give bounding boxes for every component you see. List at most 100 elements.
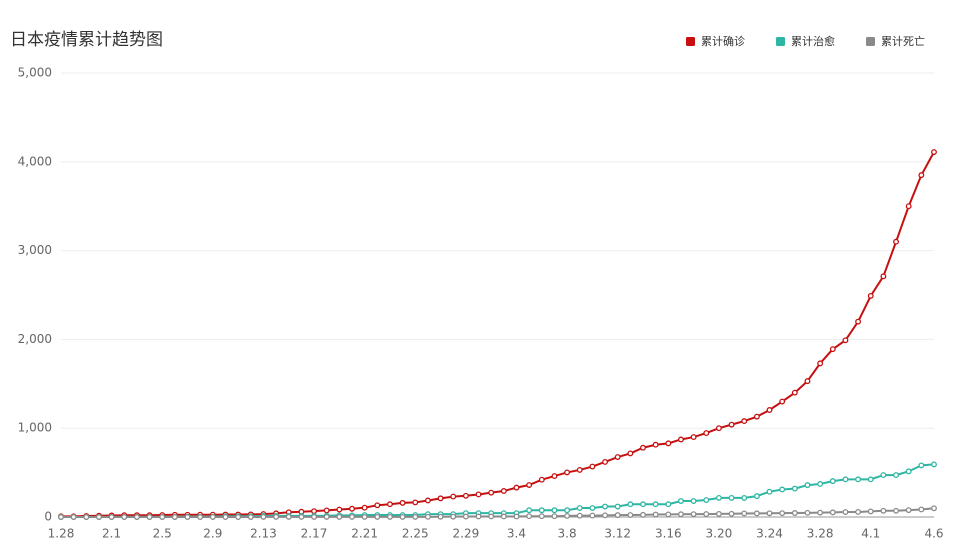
point: [500, 488, 507, 494]
point: [804, 378, 811, 385]
point: [627, 512, 634, 518]
point: [678, 498, 684, 504]
point: [703, 430, 710, 437]
point: [817, 481, 824, 487]
point: [690, 511, 697, 518]
point: [640, 501, 646, 508]
point: [475, 513, 482, 520]
point: [298, 513, 305, 520]
point: [855, 508, 862, 515]
point: [437, 495, 444, 502]
point: [108, 514, 115, 520]
point: [905, 203, 912, 210]
point: [222, 514, 229, 520]
point: [640, 511, 646, 518]
point: [640, 444, 646, 451]
x-tick-label: 3.4: [507, 527, 526, 541]
point: [424, 513, 431, 520]
point: [842, 476, 849, 483]
legend-text: 累计确诊: [701, 34, 745, 48]
legend-swatch: [866, 37, 875, 46]
point: [779, 486, 786, 493]
y-tick-label: 0: [44, 510, 52, 524]
point: [741, 510, 748, 517]
point: [311, 508, 317, 515]
point: [285, 513, 292, 520]
point: [779, 510, 786, 517]
point: [665, 501, 672, 508]
x-tick-label: 3.16: [655, 527, 682, 541]
point: [715, 425, 722, 432]
series-line: [61, 463, 935, 518]
point: [678, 436, 684, 443]
point: [387, 513, 393, 520]
point: [564, 507, 571, 514]
legend-text: 累计死亡: [881, 34, 925, 48]
point: [602, 512, 608, 519]
point: [171, 514, 178, 520]
point: [791, 510, 798, 516]
point: [526, 482, 533, 488]
point: [412, 513, 419, 520]
point: [602, 503, 608, 510]
point: [184, 514, 191, 520]
point: [665, 440, 672, 447]
x-tick-label: 3.20: [706, 527, 733, 541]
point: [564, 512, 571, 519]
point: [336, 513, 343, 520]
point: [551, 473, 558, 480]
point: [931, 149, 937, 155]
point: [867, 476, 874, 483]
point: [753, 510, 760, 517]
point: [855, 318, 862, 325]
x-tick-label: 3.24: [756, 527, 783, 541]
x-tick-label: 3.28: [807, 527, 834, 541]
point: [488, 513, 495, 520]
point: [450, 513, 457, 520]
point: [880, 507, 887, 514]
point: [247, 514, 254, 520]
point: [715, 494, 722, 501]
point: [70, 514, 77, 520]
point: [652, 511, 659, 518]
series-line: [61, 507, 935, 518]
point: [602, 458, 608, 465]
point: [83, 514, 90, 520]
point: [880, 472, 887, 479]
point: [374, 502, 381, 509]
point: [665, 511, 672, 518]
point: [703, 497, 710, 503]
y-tick-label: 5,000: [18, 66, 52, 80]
point: [753, 493, 760, 500]
point: [728, 421, 735, 428]
point: [589, 512, 596, 519]
legend-swatch: [686, 37, 695, 46]
point: [867, 508, 874, 515]
point: [336, 506, 343, 513]
point: [728, 494, 735, 501]
point: [576, 466, 583, 473]
x-tick-label: 4.6: [924, 527, 943, 541]
x-tick-label: 4.1: [861, 527, 880, 541]
point: [387, 501, 393, 508]
point: [817, 509, 824, 516]
point: [728, 510, 735, 517]
point: [538, 507, 545, 514]
point: [741, 418, 748, 425]
point: [159, 514, 166, 520]
point: [576, 512, 583, 519]
point: [627, 450, 634, 457]
point: [791, 485, 798, 492]
point: [450, 493, 457, 500]
x-tick-label: 2.9: [203, 527, 222, 541]
legend-swatch: [776, 37, 785, 46]
point: [829, 346, 836, 353]
point: [931, 461, 937, 468]
point: [564, 469, 571, 476]
point: [323, 513, 330, 520]
point: [121, 514, 128, 520]
point: [462, 492, 469, 499]
point: [133, 514, 140, 520]
point: [855, 476, 862, 483]
x-tick-label: 2.13: [250, 527, 277, 541]
